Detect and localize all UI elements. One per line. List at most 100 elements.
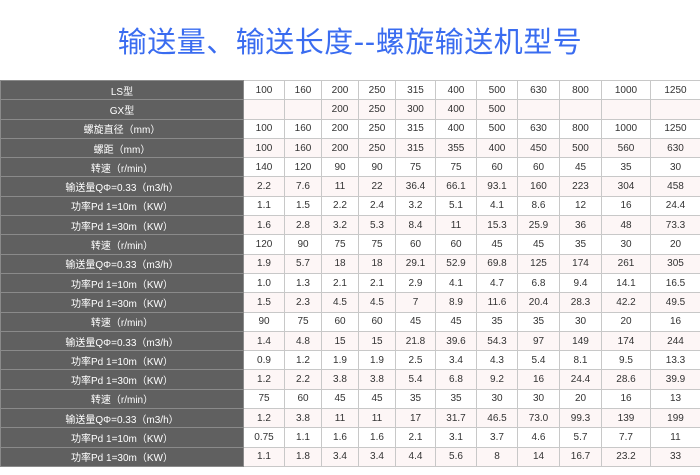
table-cell: 4.1	[435, 272, 477, 294]
table-cell: 66.1	[435, 176, 477, 197]
row-label: 功率Pd 1=30m（KW）	[0, 215, 244, 236]
table-cell: 60	[476, 157, 518, 178]
table-cell: 140	[243, 157, 285, 178]
table-cell: 90	[243, 311, 285, 332]
table-cell: 4.3	[476, 350, 518, 371]
table-row: 功率Pd 1=30m（KW） 1.6 2.8 3.2 5.3 8.4 11 15.3 25.9 3…	[0, 215, 700, 236]
table-cell: 1.2	[243, 369, 285, 390]
table-cell: 20	[650, 234, 700, 255]
row-label: 功率Pd 1=10m（KW）	[0, 272, 244, 294]
table-cell: 73.3	[650, 215, 700, 236]
table-cell: 99.3	[559, 408, 602, 429]
table-row: 功率Pd 1=10m（KW） 1.1 1.5 2.2 2.4 3.2 5.1 4.1 8.6 12…	[0, 195, 700, 217]
table-cell: 1.5	[284, 195, 322, 217]
table-cell: 3.2	[395, 195, 436, 217]
table-cell: 11	[358, 408, 396, 429]
table-cell: 24.4	[650, 195, 700, 217]
table-cell: 1.0	[243, 272, 285, 294]
table-cell: 315	[395, 137, 436, 159]
table-cell: 73.0	[517, 408, 560, 429]
table-cell: 69.8	[476, 253, 518, 274]
table-cell: 4.1	[476, 195, 518, 217]
table-cell: 500	[476, 99, 518, 120]
table-cell: 200	[321, 79, 359, 101]
table-cell: 1250	[650, 79, 700, 101]
table-cell: 4.4	[395, 446, 436, 467]
table-cell: 200	[321, 118, 359, 139]
table-cell: 4.5	[358, 292, 396, 313]
table-cell	[650, 99, 700, 120]
table-cell: 630	[517, 79, 560, 101]
table-cell: 45	[476, 234, 518, 255]
table-row: 输送量QΦ=0.33（m3/h） 1.9 5.7 18 18 29.1 52.9 69.8 12…	[0, 253, 700, 274]
table-cell: 30	[517, 388, 560, 410]
table-cell: 90	[358, 157, 396, 178]
table-cell: 60	[321, 311, 359, 332]
table-cell: 11	[321, 408, 359, 429]
table-cell: 75	[395, 157, 436, 178]
table-row: 功率Pd 1=30m（KW） 1.2 2.2 3.8 3.8 5.4 6.8 9.2 16 24.…	[0, 369, 700, 390]
table-cell	[601, 99, 651, 120]
table-cell: 30	[650, 157, 700, 178]
table-cell: 3.4	[321, 446, 359, 467]
table-cell: 400	[435, 79, 477, 101]
table-cell: 400	[435, 99, 477, 120]
table-cell: 4.6	[517, 427, 560, 448]
row-label: 转速（r/min）	[0, 311, 244, 332]
table-cell: 45	[517, 234, 560, 255]
row-label: 输送量QΦ=0.33（m3/h）	[0, 408, 244, 429]
table-cell: 1.6	[358, 427, 396, 448]
table-cell: 60	[517, 157, 560, 178]
table-cell: 12	[559, 195, 602, 217]
table-cell: 8.9	[435, 292, 477, 313]
table-cell: 100	[243, 79, 285, 101]
table-cell: 120	[284, 157, 322, 178]
table-cell: 300	[395, 99, 436, 120]
row-label: 功率Pd 1=30m（KW）	[0, 369, 244, 390]
table-row: GX型 200 250 300 400 500	[0, 99, 700, 120]
table-cell: 3.1	[435, 427, 477, 448]
table-cell: 75	[243, 388, 285, 410]
table-row: 功率Pd 1=30m（KW） 1.5 2.3 4.5 4.5 7 8.9 11.6 20.4 28…	[0, 292, 700, 313]
table-cell	[284, 99, 322, 120]
table-row: 功率Pd 1=10m（KW） 1.0 1.3 2.1 2.1 2.9 4.1 4.7 6.8 9.…	[0, 272, 700, 294]
table-row: 功率Pd 1=10m（KW） 0.9 1.2 1.9 1.9 2.5 3.4 4.3 5.4 8.…	[0, 350, 700, 371]
table-cell: 160	[284, 79, 322, 101]
table-cell: 1.1	[243, 195, 285, 217]
table-cell: 630	[517, 118, 560, 139]
row-label: 输送量QΦ=0.33（m3/h）	[0, 176, 244, 197]
table-cell: 250	[358, 137, 396, 159]
table-cell: 244	[650, 330, 700, 352]
row-label: 功率Pd 1=10m（KW）	[0, 350, 244, 371]
table-cell: 1.1	[284, 427, 322, 448]
table-cell: 90	[321, 157, 359, 178]
table-cell: 4.8	[284, 330, 322, 352]
table-cell: 2.1	[395, 427, 436, 448]
table-cell: 17	[395, 408, 436, 429]
table-cell: 5.7	[284, 253, 322, 274]
table-cell: 5.7	[559, 427, 602, 448]
table-cell: 305	[650, 253, 700, 274]
row-label: 螺旋直径（mm）	[0, 118, 244, 139]
table-cell: 1.5	[243, 292, 285, 313]
table-cell: 9.2	[476, 369, 518, 390]
row-label: 输送量QΦ=0.33（m3/h）	[0, 253, 244, 274]
table-cell: 174	[559, 253, 602, 274]
table-cell: 14.1	[601, 272, 651, 294]
row-label: 转速（r/min）	[0, 388, 244, 410]
table-cell: 39.9	[650, 369, 700, 390]
table-cell: 2.8	[284, 215, 322, 236]
table-cell: 18	[358, 253, 396, 274]
table-cell: 7	[395, 292, 436, 313]
row-label: 功率Pd 1=30m（KW）	[0, 292, 244, 313]
table-cell: 54.3	[476, 330, 518, 352]
table-cell	[243, 99, 285, 120]
table-cell: 355	[435, 137, 477, 159]
table-cell: 3.8	[284, 408, 322, 429]
table-cell: 35	[435, 388, 477, 410]
table-cell: 45	[395, 311, 436, 332]
table-cell: 16	[601, 195, 651, 217]
table-cell: 42.2	[601, 292, 651, 313]
table-cell: 36	[559, 215, 602, 236]
table-cell: 400	[476, 137, 518, 159]
